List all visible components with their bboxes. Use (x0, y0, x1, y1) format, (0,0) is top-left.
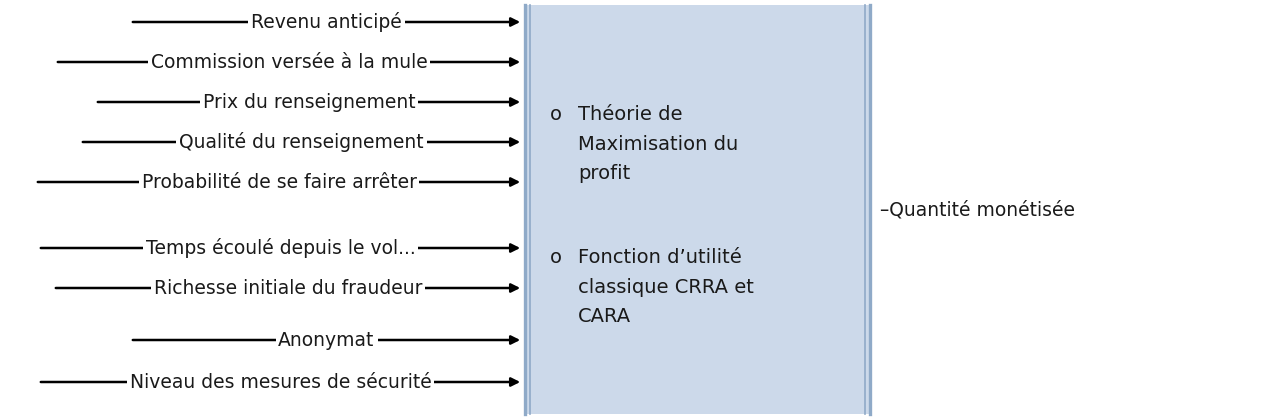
Text: Fonction d’utilité
classique CRRA et
CARA: Fonction d’utilité classique CRRA et CAR… (577, 248, 754, 326)
Text: –Quantité monétisée: –Quantité monétisée (880, 201, 1075, 220)
Text: Anonymat: Anonymat (279, 331, 375, 349)
Text: Commission versée à la mule: Commission versée à la mule (150, 52, 427, 72)
Text: Temps écoulé depuis le vol...: Temps écoulé depuis le vol... (145, 238, 416, 258)
Text: Revenu anticipé: Revenu anticipé (251, 12, 402, 32)
Text: Probabilité de se faire arrêter: Probabilité de se faire arrêter (141, 173, 416, 191)
Text: o: o (550, 105, 562, 124)
Text: Prix du renseignement: Prix du renseignement (202, 93, 416, 111)
Text: o: o (550, 248, 562, 267)
Text: Théorie de
Maximisation du
profit: Théorie de Maximisation du profit (577, 105, 738, 183)
Text: Richesse initiale du fraudeur: Richesse initiale du fraudeur (154, 279, 422, 297)
Text: Niveau des mesures de sécurité: Niveau des mesures de sécurité (130, 372, 431, 391)
Bar (525, 5, 870, 414)
Text: Qualité du renseignement: Qualité du renseignement (179, 132, 424, 152)
